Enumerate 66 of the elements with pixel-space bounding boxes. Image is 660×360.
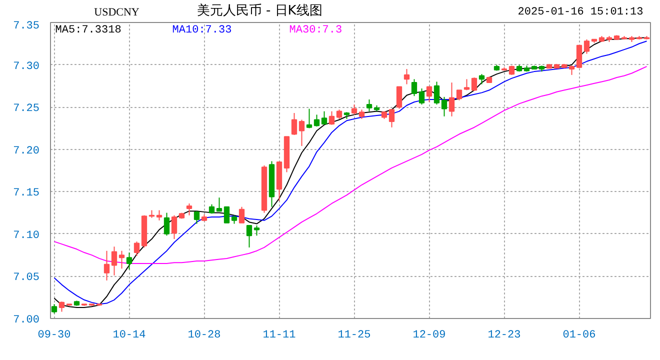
candlestick [388,109,395,128]
text: MA10:7.33 [172,24,232,36]
y-tick-label: 7.20 [13,145,40,158]
x-tick-label: 01-06 [562,330,596,342]
x-tick-label: 12-23 [488,330,521,342]
candlestick [404,68,410,85]
x-tick-label: 10-28 [188,330,221,342]
candlestick [306,108,312,129]
x-tick-label: 10-14 [112,330,146,342]
text: 2025-01-16 15:01:13 [518,6,644,18]
candlestick [314,114,320,128]
line-series [54,66,648,264]
candlestick [156,210,162,221]
candlestick [568,65,575,76]
candlestick [584,38,590,54]
candlestick [508,65,515,76]
candlestick [351,104,358,116]
candlestick [111,246,118,276]
chart-title: 美元人民币 - 日K线图 [196,2,322,18]
y-tick-label: 7.25 [13,103,40,116]
candlestick [358,109,365,120]
candlestick [246,224,252,248]
candlestick [254,224,260,236]
y-tick-label: 7.15 [13,188,40,200]
candlestick [164,212,170,236]
candlestick [478,74,485,85]
candlestick [448,82,455,117]
x-tick-label: 09-30 [38,330,71,342]
candlestick [194,210,200,224]
candlestick [411,78,418,97]
y-tick-label: 7.00 [13,314,40,326]
x-tick-label: 11-11 [262,330,296,342]
candlestick [396,86,402,110]
text: MA5:7.3318 [55,24,122,36]
y-tick-label: 7.05 [13,272,40,284]
candlestick [426,86,432,102]
candlestick [134,241,140,256]
candlestick [51,304,58,314]
candlestick [336,109,342,120]
candlestick [576,44,582,69]
candlestick [224,206,230,224]
candlestick [171,214,178,240]
candlestick [291,112,298,136]
candlestick [298,119,305,146]
candlestick [126,252,132,270]
candlestick [441,96,448,117]
candlestick [328,110,335,126]
y-tick-label: 7.30 [13,60,40,73]
text: USDCNY [94,6,140,18]
candlestick [58,301,65,312]
candlestick [238,206,245,224]
candlestick [104,250,110,281]
candlestick [418,88,425,106]
candlestick [434,81,440,106]
y-tick-label: 7.10 [13,230,40,242]
y-tick-label: 7.35 [13,20,40,32]
x-tick-label: 11-25 [338,330,371,342]
x-tick-label: 12-09 [412,330,446,342]
candlestick [366,98,372,112]
text: MA30:7.3 [289,24,342,36]
candlestick [216,197,222,212]
candlestick [186,202,192,216]
candlestick [456,90,462,101]
candlestick [321,110,328,124]
candlestick [471,76,478,92]
candlestick [118,250,125,270]
